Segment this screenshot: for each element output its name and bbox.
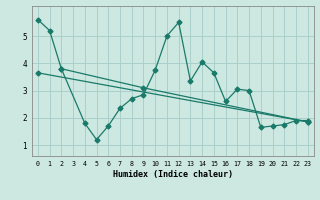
X-axis label: Humidex (Indice chaleur): Humidex (Indice chaleur): [113, 170, 233, 179]
